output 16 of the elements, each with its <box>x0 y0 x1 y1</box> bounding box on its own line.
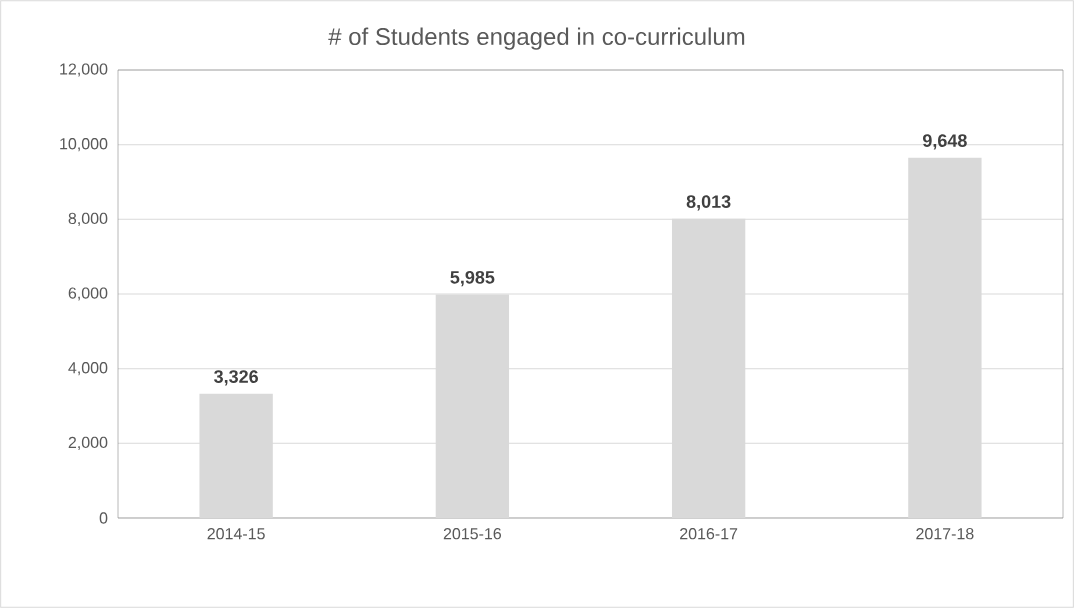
x-tick-label: 2017-18 <box>916 528 974 540</box>
y-tick-label: 10,000 <box>60 138 108 152</box>
data-label: 3,326 <box>214 370 258 386</box>
y-tick-label: 0 <box>99 512 108 524</box>
data-label: 5,985 <box>450 270 495 287</box>
y-tick-label: 4,000 <box>68 362 108 376</box>
x-tick-label: 2015-16 <box>443 528 502 540</box>
y-tick-label: 8,000 <box>68 212 108 226</box>
x-tick-label: 2016-17 <box>680 528 738 540</box>
chart-title: # of Students engaged in co-curriculum <box>328 27 745 50</box>
data-label: 8,013 <box>686 195 731 211</box>
y-tick-label: 6,000 <box>68 287 108 301</box>
y-tick-label: 12,000 <box>60 63 108 77</box>
y-tick-label: 2,000 <box>68 436 108 450</box>
data-label: 9,648 <box>922 134 967 150</box>
x-tick-label: 2014-15 <box>207 528 265 540</box>
